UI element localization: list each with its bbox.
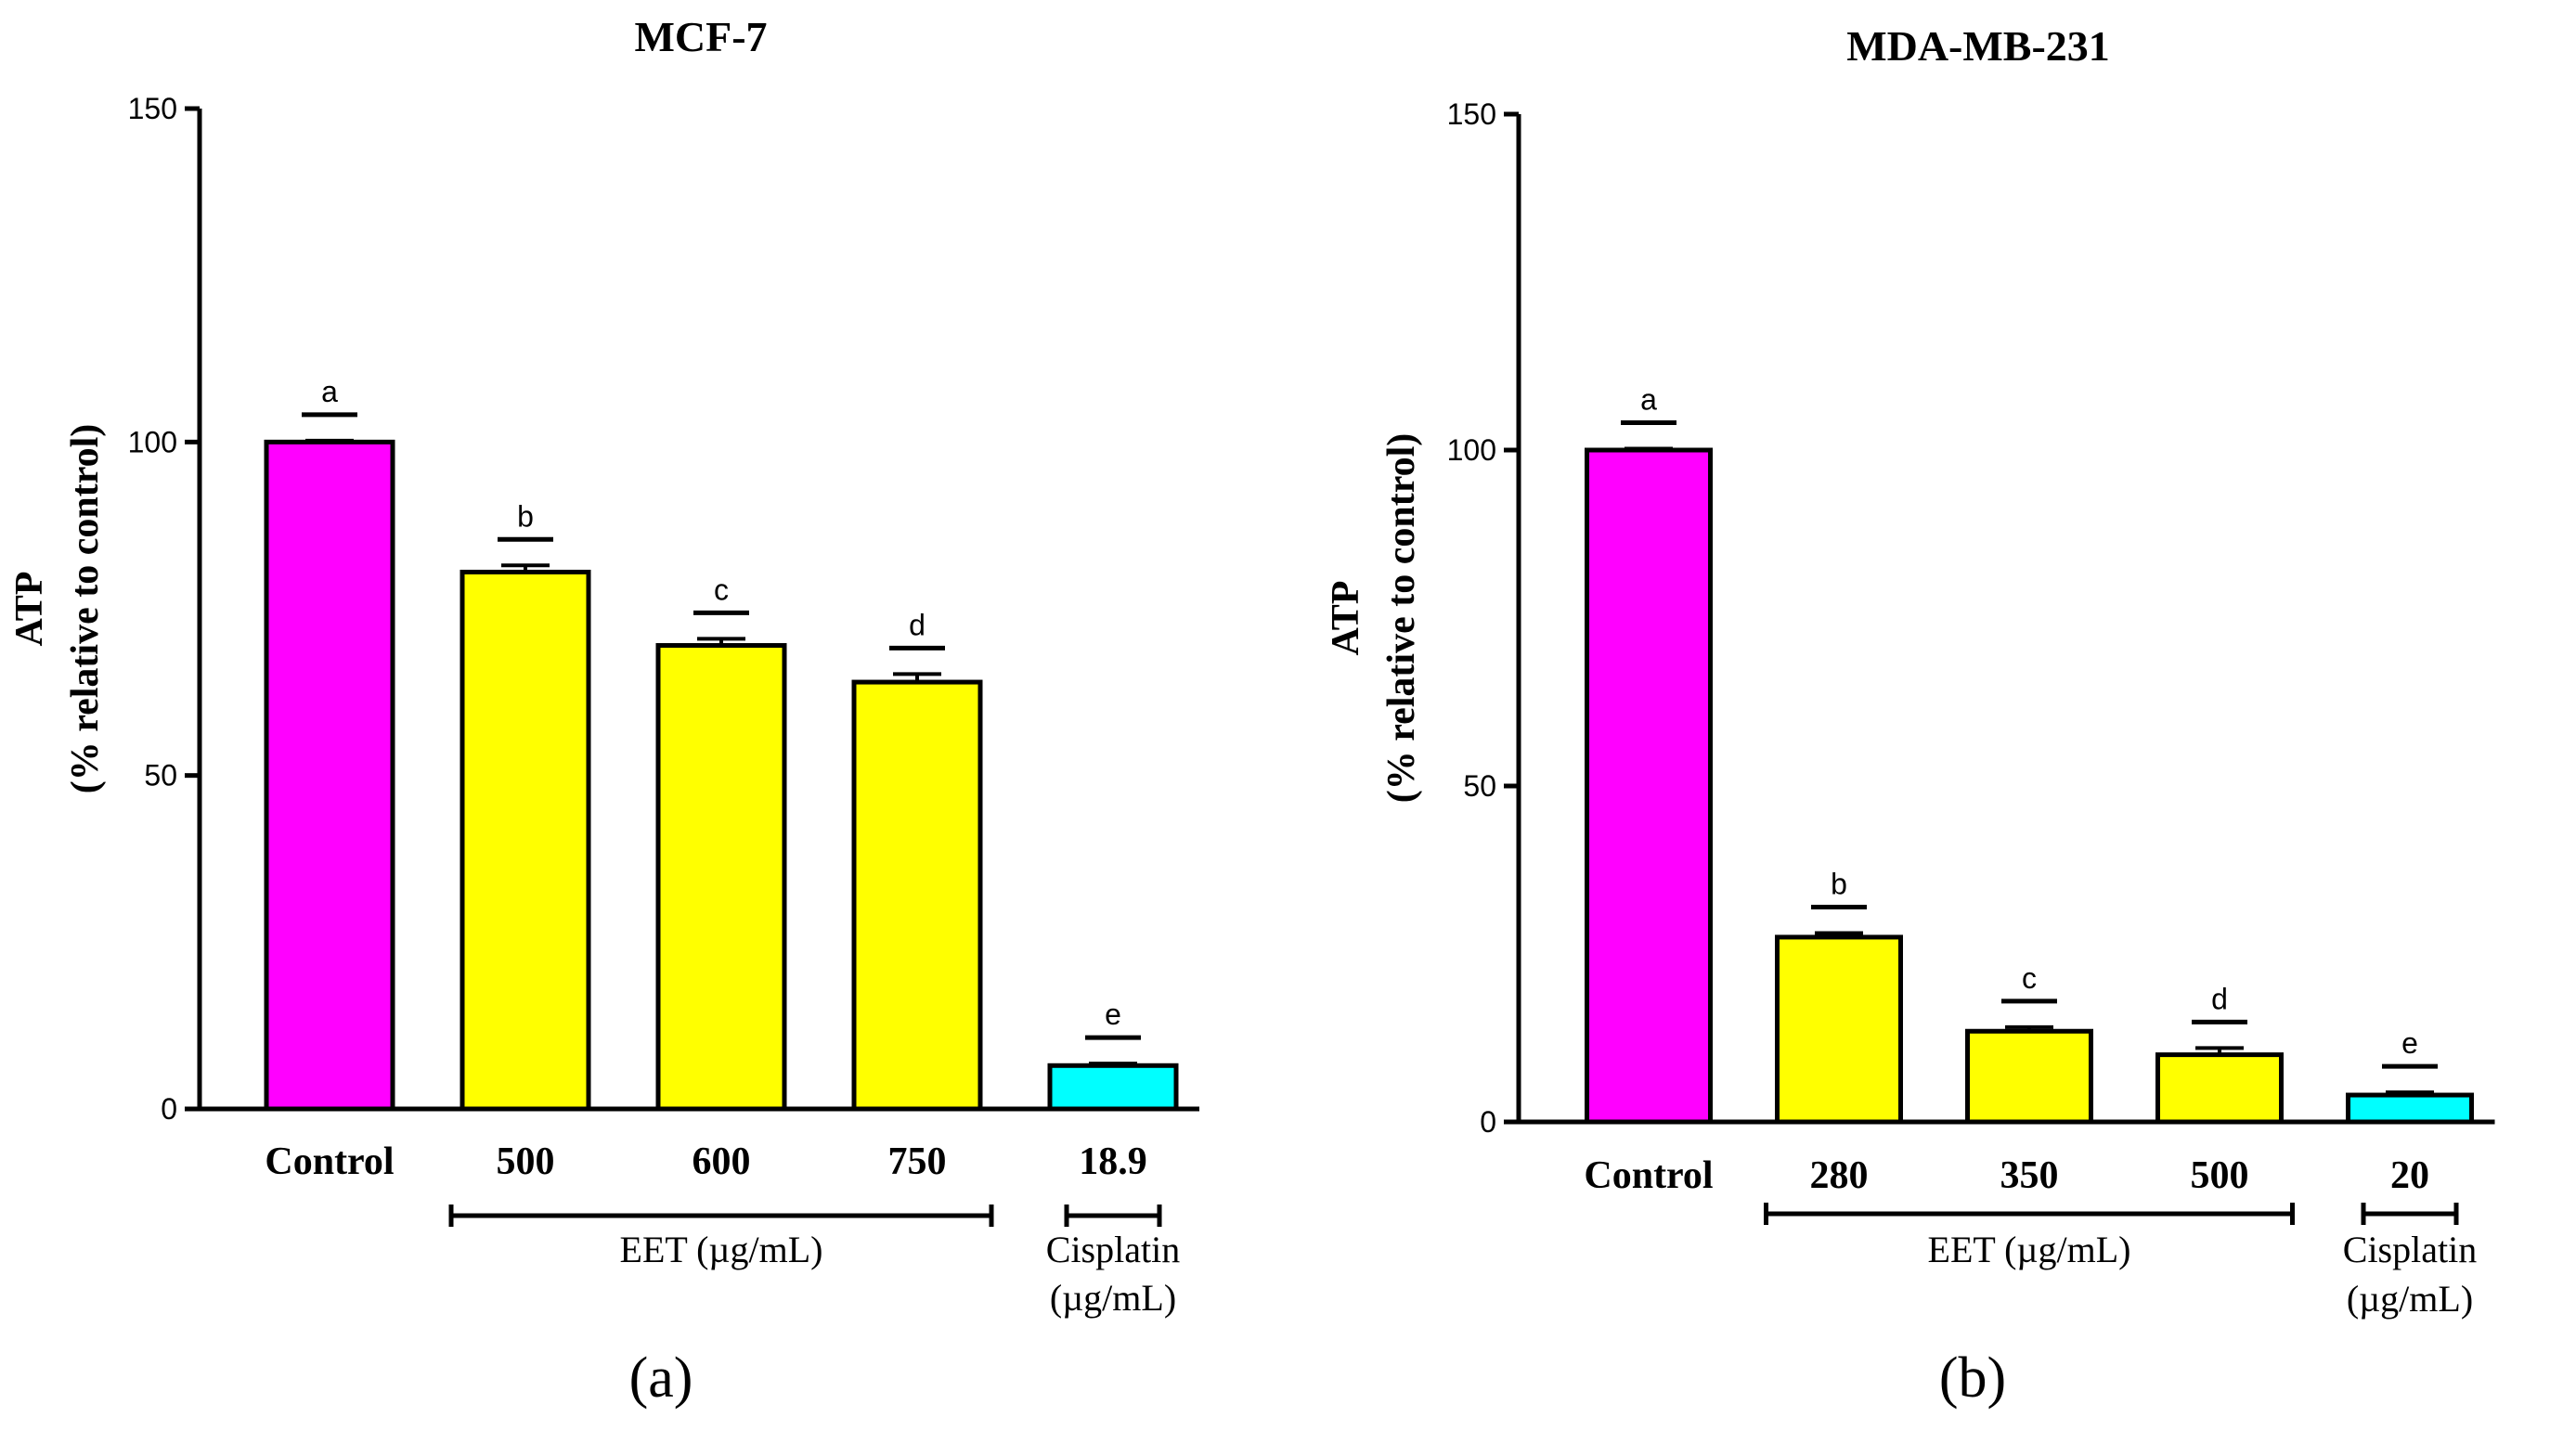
significance-letter: c bbox=[2022, 961, 2037, 995]
x-tick-label: 280 bbox=[1810, 1154, 1869, 1197]
y-axis-title: ATP bbox=[8, 572, 51, 647]
y-tick-label: 0 bbox=[1480, 1105, 1496, 1139]
group-label-units: (µg/mL) bbox=[2347, 1278, 2473, 1320]
bar-600 bbox=[655, 643, 787, 1112]
chart-title: MDA-MB-231 bbox=[1846, 22, 2110, 70]
bar-280 bbox=[1775, 934, 1903, 1125]
group-label: EET (µg/mL) bbox=[1928, 1229, 2131, 1270]
y-axis-title: ATP bbox=[1325, 581, 1367, 656]
x-tick-label: 600 bbox=[693, 1140, 751, 1183]
y-tick-label: 100 bbox=[128, 425, 177, 458]
significance-letter: b bbox=[517, 499, 534, 533]
significance-letter: a bbox=[1640, 383, 1657, 417]
group-label: Cisplatin bbox=[2343, 1229, 2477, 1270]
bar-Control bbox=[1585, 447, 1713, 1125]
significance-letter: c bbox=[714, 573, 729, 606]
bar-20 bbox=[2346, 1092, 2474, 1125]
bar-18.9 bbox=[1047, 1063, 1179, 1112]
bar-350 bbox=[1965, 1028, 2093, 1125]
x-tick-label: 500 bbox=[497, 1140, 555, 1183]
panel-label: (b) bbox=[1939, 1346, 2006, 1410]
significance-letter: e bbox=[1105, 998, 1121, 1031]
group-label: EET (µg/mL) bbox=[620, 1229, 823, 1270]
bar-750 bbox=[851, 679, 983, 1112]
bar-500 bbox=[460, 569, 591, 1112]
panel-label: (a) bbox=[629, 1346, 693, 1410]
x-tick-label: 350 bbox=[2000, 1154, 2059, 1197]
chart-panel-2: MDA-MB-231 ATP (% relative to control) 0 50 1… bbox=[1325, 22, 2495, 1410]
significance-letter: d bbox=[2211, 982, 2228, 1015]
bar-Control bbox=[264, 439, 395, 1112]
y-tick-label: 150 bbox=[128, 92, 177, 125]
y-tick-label: 100 bbox=[1447, 433, 1496, 467]
x-tick-label: 18.9 bbox=[1079, 1140, 1147, 1183]
group-label: Cisplatin bbox=[1046, 1229, 1180, 1270]
chart-panel-1: MCF-7 ATP (% relative to control) 0 50 100 150… bbox=[8, 13, 1199, 1410]
bar-500 bbox=[2155, 1052, 2284, 1125]
y-tick-label: 0 bbox=[161, 1092, 177, 1126]
significance-letter: d bbox=[909, 608, 926, 641]
chart-title: MCF-7 bbox=[634, 13, 767, 60]
x-tick-label: 20 bbox=[2390, 1154, 2429, 1197]
x-tick-label: 750 bbox=[888, 1140, 947, 1183]
significance-letter: e bbox=[2401, 1026, 2418, 1060]
x-tick-label: Control bbox=[1584, 1154, 1713, 1197]
y-tick-label: 50 bbox=[144, 759, 177, 792]
x-tick-label: 500 bbox=[2191, 1154, 2249, 1197]
group-label-units: (µg/mL) bbox=[1050, 1277, 1176, 1319]
significance-letter: a bbox=[321, 375, 338, 408]
y-tick-label: 50 bbox=[1463, 769, 1496, 803]
y-axis-subtitle: (% relative to control) bbox=[1380, 433, 1423, 804]
y-tick-label: 150 bbox=[1447, 97, 1496, 131]
y-axis-subtitle: (% relative to control) bbox=[64, 424, 107, 794]
significance-letter: b bbox=[1831, 868, 1847, 901]
x-tick-label: Control bbox=[265, 1140, 394, 1183]
